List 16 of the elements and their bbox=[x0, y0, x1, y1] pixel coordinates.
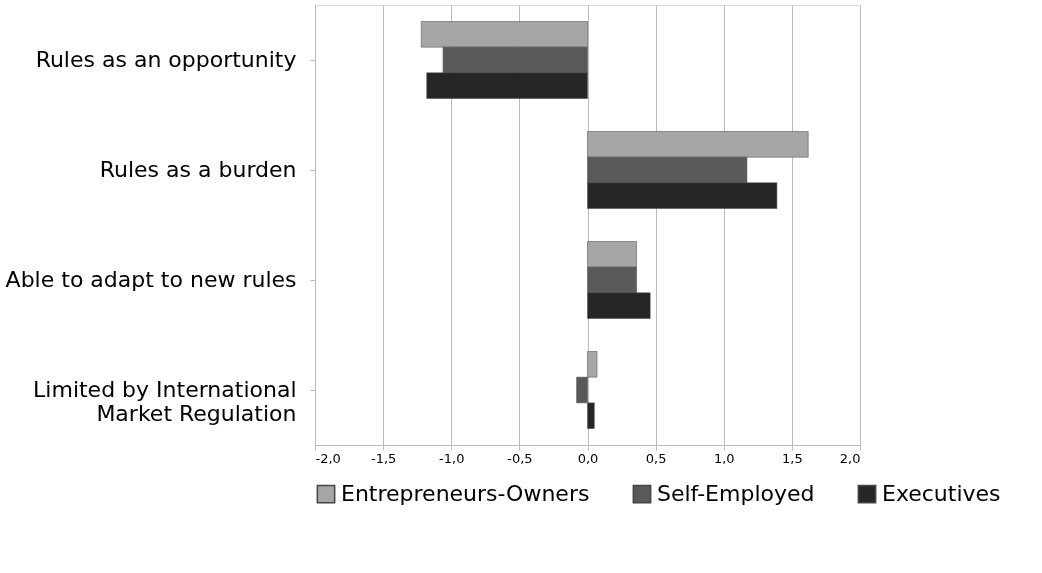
legend-label: Self-Employed bbox=[657, 481, 815, 507]
x-tick-label: -0,5 bbox=[507, 450, 533, 466]
x-tick-label: 0,5 bbox=[645, 450, 667, 466]
x-tick-label: 1,0 bbox=[713, 450, 735, 466]
legend-label: Entrepreneurs-Owners bbox=[341, 481, 590, 507]
legend-label: Executives bbox=[882, 481, 1001, 507]
x-tick-label: -2,0 bbox=[315, 450, 341, 466]
y-tick-label: Rules as an opportunity bbox=[35, 47, 297, 72]
y-tick-label: Able to adapt to new rules bbox=[5, 267, 297, 292]
x-tick-label: -1,0 bbox=[439, 450, 465, 466]
x-tick-label: -1,5 bbox=[370, 450, 397, 466]
x-tick-label: 0,0 bbox=[577, 450, 599, 466]
x-tick-label: 2,0 bbox=[839, 450, 861, 466]
y-tick-label: Limited by International Market Regulation bbox=[33, 377, 297, 426]
x-tick-label: 1,5 bbox=[782, 450, 803, 466]
y-tick-label: Rules as a burden bbox=[99, 157, 297, 182]
